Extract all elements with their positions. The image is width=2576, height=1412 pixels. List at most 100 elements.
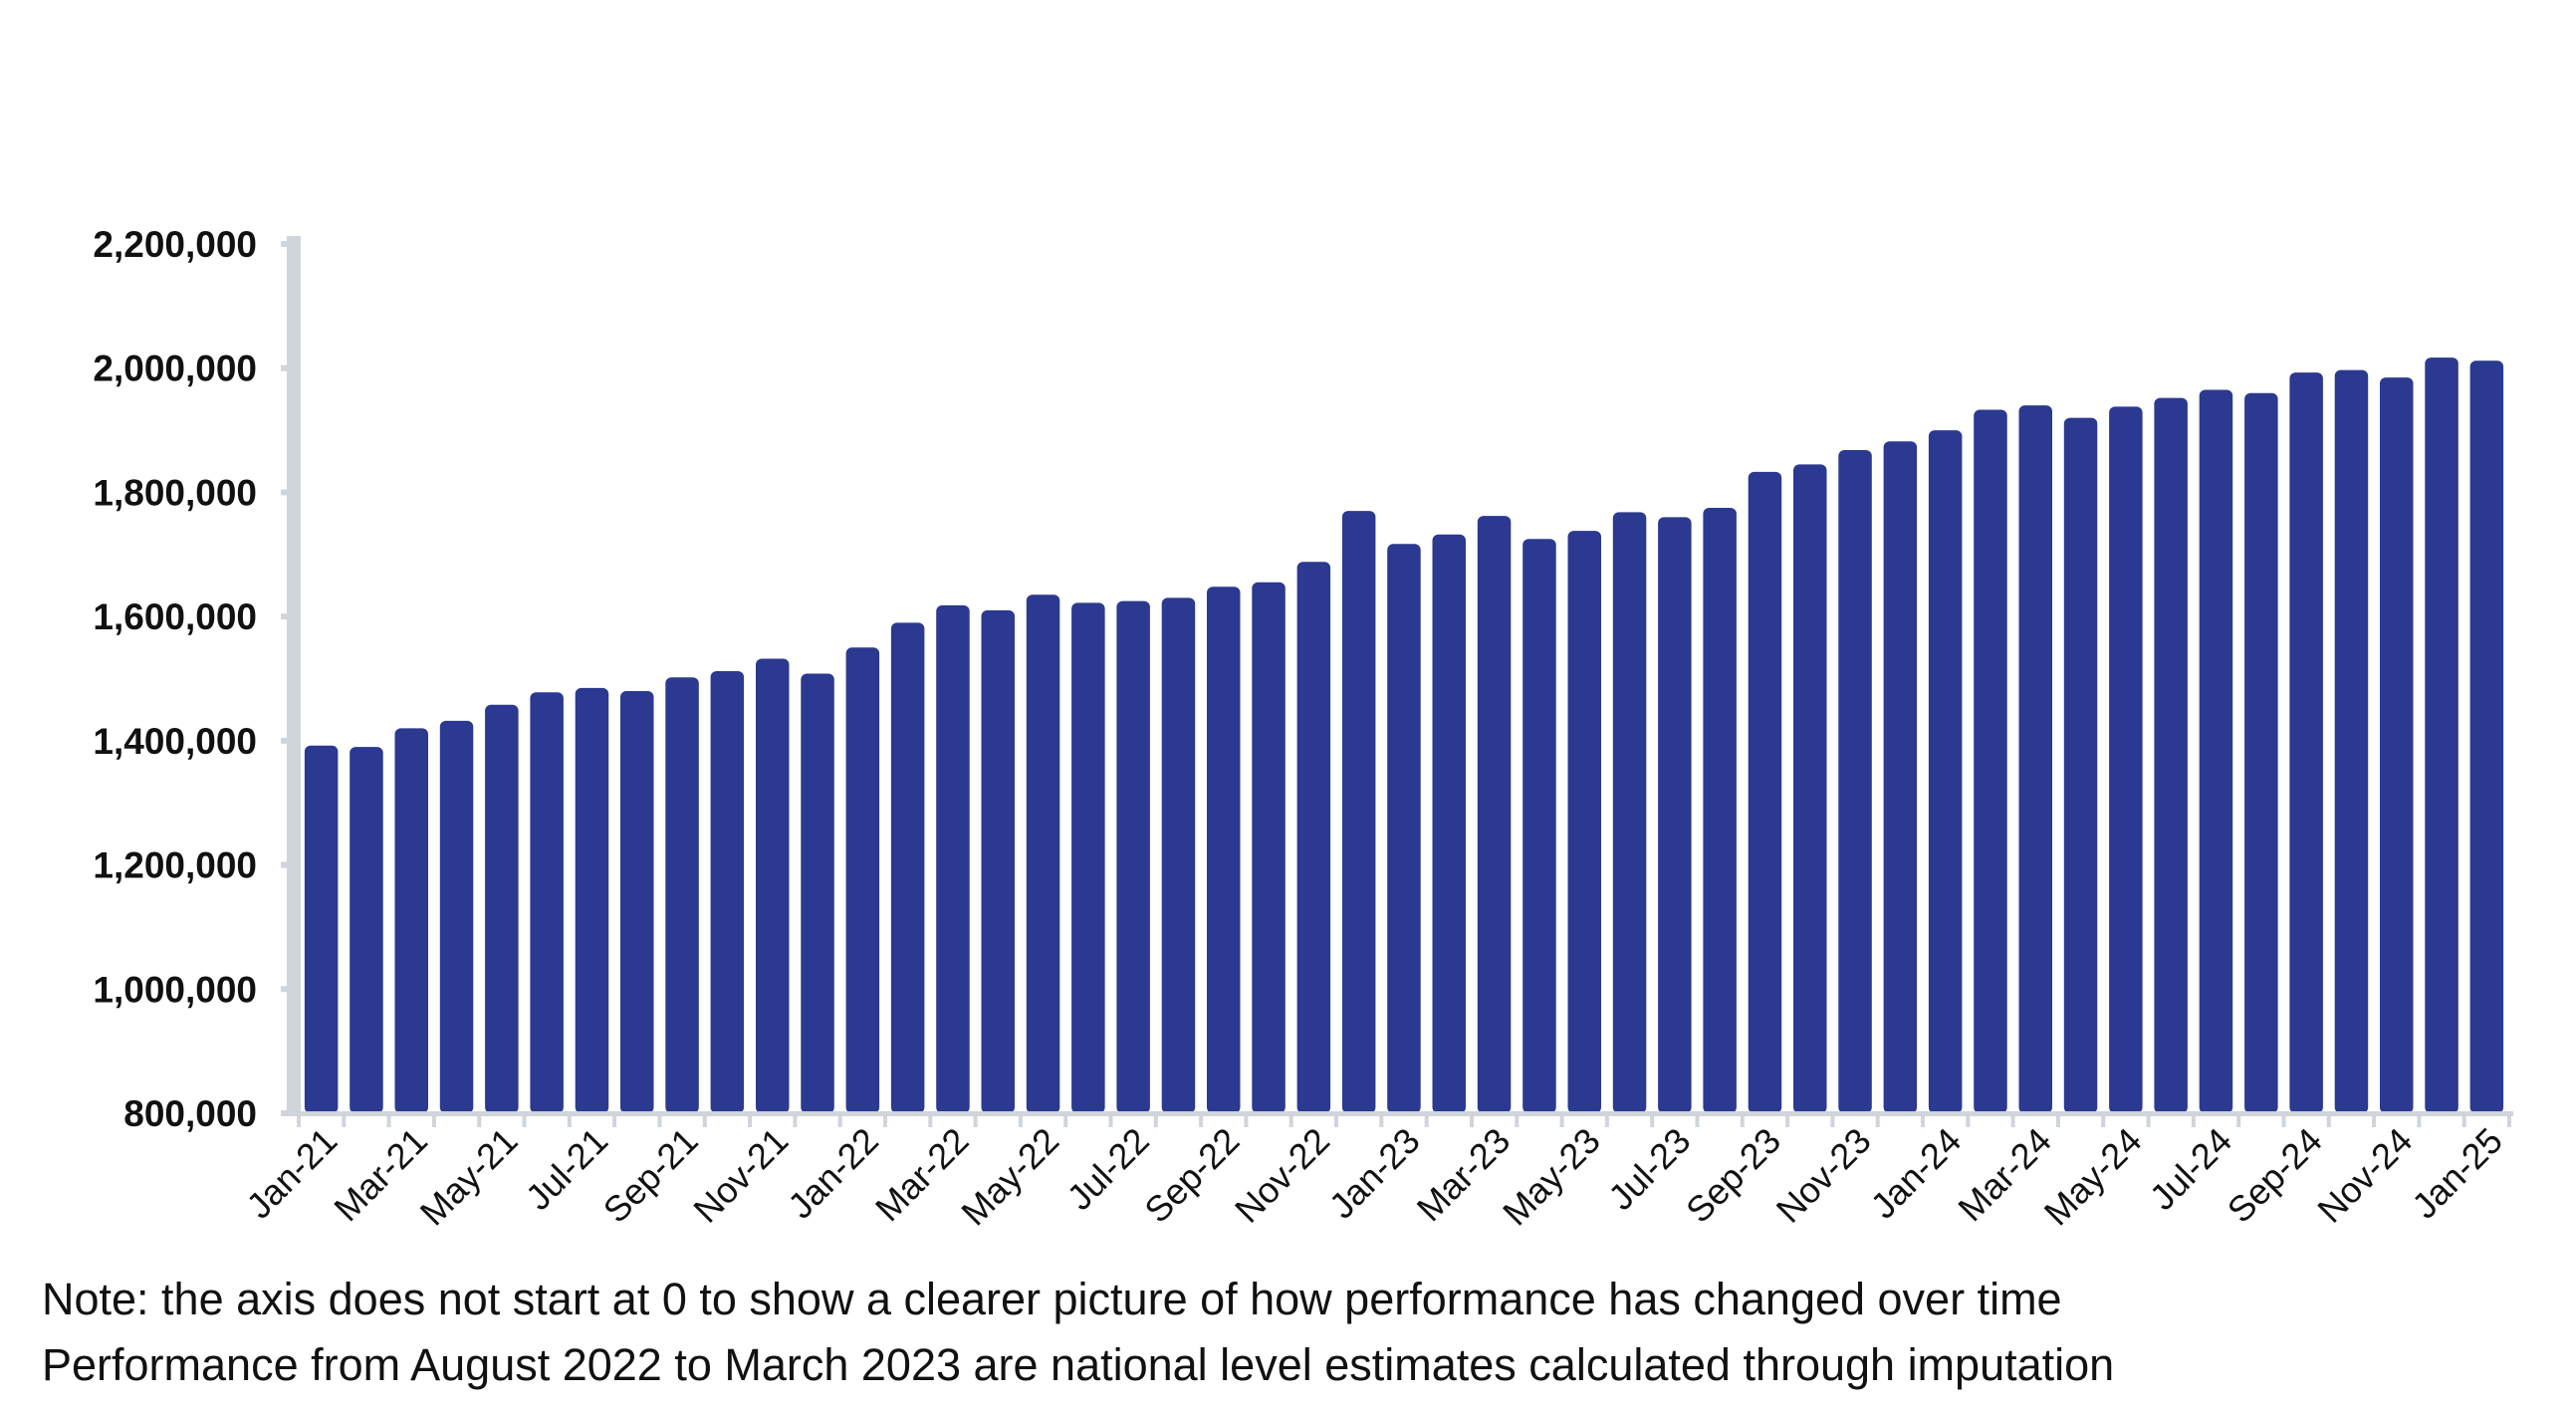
bar-Nov-23 bbox=[1838, 450, 1872, 1113]
bar-Feb-21 bbox=[350, 747, 383, 1113]
bar-Jun-21 bbox=[530, 692, 564, 1113]
y-tick-label: 1,200,000 bbox=[93, 845, 257, 886]
x-tick-mark bbox=[567, 1113, 572, 1127]
bar-Oct-22 bbox=[1252, 582, 1286, 1113]
x-tick-label: Sep-21 bbox=[595, 1120, 706, 1231]
x-tick-mark bbox=[612, 1113, 617, 1127]
x-tick-mark bbox=[2417, 1113, 2422, 1127]
x-tick-label: Nov-24 bbox=[2309, 1120, 2420, 1231]
y-tick-label: 1,000,000 bbox=[93, 969, 257, 1010]
bar-Mar-24 bbox=[2018, 405, 2052, 1114]
x-tick-label: Sep-22 bbox=[1136, 1120, 1247, 1231]
x-tick-mark bbox=[1875, 1113, 1880, 1127]
x-tick-label: Mar-23 bbox=[1409, 1120, 1519, 1230]
x-tick-mark bbox=[2507, 1113, 2511, 1127]
x-tick-mark bbox=[2191, 1113, 2196, 1127]
x-tick-mark bbox=[1966, 1113, 1971, 1127]
bar-May-21 bbox=[485, 704, 519, 1113]
x-tick-mark bbox=[928, 1113, 933, 1127]
bar-Jan-25 bbox=[2469, 360, 2504, 1113]
bar-Jun-23 bbox=[1612, 512, 1647, 1113]
x-tick-mark bbox=[657, 1113, 662, 1127]
x-tick-mark bbox=[2055, 1113, 2060, 1127]
x-tick-mark bbox=[1018, 1113, 1023, 1127]
x-tick-mark bbox=[1063, 1113, 1068, 1127]
bar-Mar-23 bbox=[1477, 516, 1512, 1113]
x-tick-label: Jan-22 bbox=[780, 1120, 886, 1227]
x-tick-label: Nov-23 bbox=[1768, 1120, 1879, 1231]
x-tick-label: Mar-24 bbox=[1950, 1120, 2059, 1230]
bar-Jan-22 bbox=[845, 647, 880, 1113]
x-tick-mark bbox=[522, 1113, 527, 1127]
bar-Aug-22 bbox=[1161, 597, 1196, 1113]
y-tick-mark bbox=[281, 241, 301, 247]
bar-Aug-23 bbox=[1703, 508, 1737, 1113]
y-tick-label: 2,200,000 bbox=[93, 224, 257, 265]
bars bbox=[304, 357, 2504, 1114]
bar-May-24 bbox=[2109, 406, 2143, 1113]
x-tick-label: Jan-24 bbox=[1863, 1120, 1970, 1227]
bar-Sep-21 bbox=[665, 677, 699, 1113]
bar-Sep-22 bbox=[1207, 587, 1241, 1113]
bar-chart: 800,000 1,000,000 1,200,000 1,400,000 1,600,… bbox=[93, 224, 2513, 1234]
note-imputation: Performance from August 2022 to March 20… bbox=[42, 1339, 2115, 1390]
x-tick-mark bbox=[2326, 1113, 2331, 1127]
y-tick-mark bbox=[281, 489, 301, 496]
x-tick-label: Nov-21 bbox=[685, 1120, 796, 1231]
x-tick-mark bbox=[748, 1113, 753, 1127]
x-tick-mark bbox=[1199, 1113, 1204, 1127]
bar-Nov-22 bbox=[1296, 562, 1331, 1113]
bar-Aug-24 bbox=[2244, 392, 2278, 1113]
bar-Dec-23 bbox=[1883, 441, 1918, 1113]
y-axis-line bbox=[287, 236, 301, 1113]
y-tick-label: 1,600,000 bbox=[93, 596, 257, 637]
x-tick-mark bbox=[1424, 1113, 1429, 1127]
y-tick-mark bbox=[281, 364, 301, 371]
x-tick-mark bbox=[1334, 1113, 1338, 1127]
x-tick-mark bbox=[1153, 1113, 1158, 1127]
bar-Oct-24 bbox=[2334, 369, 2369, 1114]
x-tick-mark bbox=[2010, 1113, 2015, 1127]
bar-Jun-22 bbox=[1071, 602, 1105, 1113]
x-tick-label: Nov-22 bbox=[1227, 1120, 1337, 1231]
x-tick-mark bbox=[477, 1113, 482, 1127]
bar-Oct-23 bbox=[1793, 464, 1827, 1113]
bar-Jul-21 bbox=[575, 687, 609, 1113]
bar-May-22 bbox=[1026, 594, 1060, 1113]
bar-Jul-23 bbox=[1658, 517, 1692, 1113]
x-tick-mark bbox=[2461, 1113, 2466, 1127]
x-tick-mark bbox=[2146, 1113, 2151, 1127]
bar-Nov-24 bbox=[2380, 377, 2414, 1114]
notes: Note: the axis does not start at 0 to sh… bbox=[42, 1267, 2114, 1398]
x-tick-mark bbox=[1650, 1113, 1655, 1127]
y-tick-label: 800,000 bbox=[123, 1093, 257, 1134]
x-tick-mark bbox=[1785, 1113, 1790, 1127]
y-tick-label: 1,800,000 bbox=[93, 472, 257, 513]
x-tick-mark bbox=[1559, 1113, 1564, 1127]
bar-Feb-24 bbox=[1974, 409, 2007, 1113]
x-tick-label: May-22 bbox=[953, 1120, 1066, 1234]
x-tick-mark bbox=[1288, 1113, 1293, 1127]
x-tick-label: Jan-21 bbox=[238, 1120, 345, 1227]
y-tick-label: 1,400,000 bbox=[93, 721, 257, 762]
x-tick-mark bbox=[342, 1113, 347, 1127]
x-tick-label: May-23 bbox=[1495, 1120, 1608, 1234]
y-tick-mark bbox=[281, 613, 301, 620]
x-tick-mark bbox=[793, 1113, 798, 1127]
bar-Dec-21 bbox=[801, 673, 834, 1113]
x-tick-label: Sep-24 bbox=[2220, 1120, 2330, 1231]
x-axis-line bbox=[287, 1111, 2513, 1116]
bar-Feb-23 bbox=[1432, 534, 1466, 1113]
bar-Jan-24 bbox=[1928, 430, 1963, 1114]
bar-Sep-24 bbox=[2289, 372, 2323, 1114]
note-axis: Note: the axis does not start at 0 to sh… bbox=[42, 1274, 2062, 1324]
x-tick-mark bbox=[1740, 1113, 1745, 1127]
bar-May-23 bbox=[1567, 531, 1601, 1113]
x-tick-mark bbox=[2281, 1113, 2286, 1127]
x-tick-mark bbox=[2236, 1113, 2241, 1127]
x-tick-mark bbox=[297, 1113, 301, 1127]
bar-Oct-21 bbox=[710, 671, 745, 1113]
bar-Dec-24 bbox=[2425, 357, 2459, 1114]
bar-Apr-24 bbox=[2063, 417, 2098, 1114]
bar-Jul-22 bbox=[1116, 600, 1150, 1113]
